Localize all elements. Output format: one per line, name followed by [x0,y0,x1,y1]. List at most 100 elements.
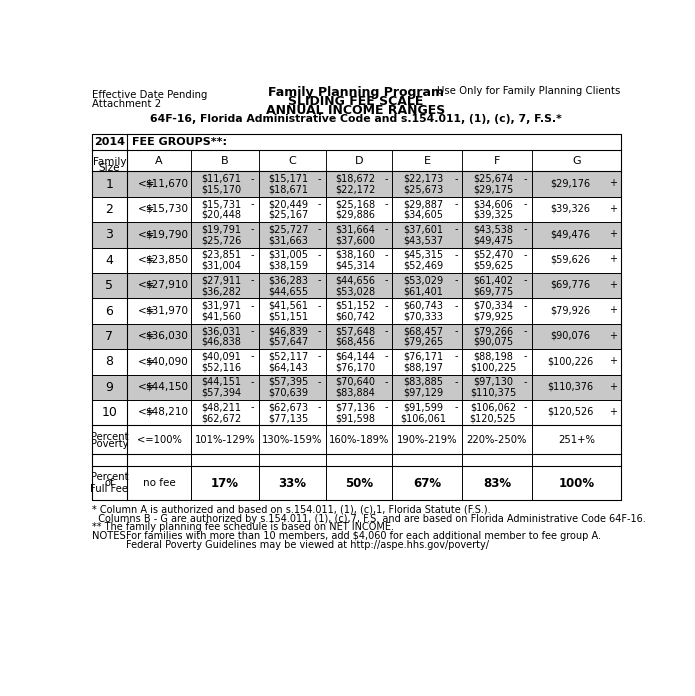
Text: 130%-159%: 130%-159% [262,434,322,445]
Bar [92,299,127,324]
Text: $36,283: $36,283 [268,275,309,285]
Bar [259,197,325,222]
Text: $106,062: $106,062 [470,402,516,412]
Bar [462,400,532,425]
Text: $36,282: $36,282 [201,286,241,296]
Text: $52,469: $52,469 [403,260,443,271]
Text: 9: 9 [106,381,113,394]
Text: E: E [423,155,431,166]
Text: $15,730: $15,730 [145,204,188,214]
Bar [127,197,190,222]
Bar [190,273,259,299]
Text: -: - [524,250,528,260]
Text: $76,171: $76,171 [403,351,443,361]
Text: $31,663: $31,663 [268,235,309,245]
Bar [92,222,127,248]
Bar [190,324,259,349]
Text: 50%: 50% [345,477,373,490]
Text: $52,117: $52,117 [268,351,309,361]
Text: -: - [454,173,457,184]
Text: $25,167: $25,167 [268,209,309,220]
Bar [92,171,127,197]
Text: -: - [454,402,457,412]
Text: $20,449: $20,449 [268,199,309,209]
Text: FEE GROUPS**:: FEE GROUPS**: [132,137,227,147]
Text: <=: <= [138,204,155,214]
Text: $62,672: $62,672 [201,413,241,423]
Text: $79,925: $79,925 [473,311,513,322]
Text: $29,887: $29,887 [403,199,443,209]
Text: $48,211: $48,211 [201,402,241,412]
Text: $51,151: $51,151 [268,311,309,322]
Text: -: - [318,351,321,361]
Text: -: - [384,377,388,387]
Text: Family: Family [92,157,126,167]
Text: +: + [609,204,617,214]
Text: 5: 5 [106,279,113,292]
Text: $23,850: $23,850 [145,255,188,264]
Text: $62,673: $62,673 [268,402,309,412]
Text: -: - [318,250,321,260]
Text: 83%: 83% [483,477,511,490]
Text: $23,851: $23,851 [201,250,241,260]
Bar [92,197,127,222]
Text: -: - [251,377,254,387]
Text: 2014: 2014 [94,137,125,147]
Text: $36,030: $36,030 [145,331,188,341]
Bar [325,273,392,299]
Text: $49,475: $49,475 [473,235,513,245]
Text: $77,135: $77,135 [268,413,309,423]
Bar [392,324,462,349]
Text: -: - [251,402,254,412]
Bar [392,454,462,466]
Text: $25,727: $25,727 [268,224,309,235]
Bar [127,324,190,349]
Text: Attachment 2: Attachment 2 [92,99,161,109]
Text: <=100%: <=100% [136,434,181,445]
Bar [532,248,621,273]
Bar [127,150,190,171]
Text: -: - [454,377,457,387]
Text: -: - [524,402,528,412]
Bar [325,400,392,425]
Text: $27,910: $27,910 [145,280,188,290]
Bar [127,299,190,324]
Text: -: - [318,326,321,336]
Text: $83,884: $83,884 [335,388,375,397]
Text: $76,170: $76,170 [335,362,375,372]
Text: $20,448: $20,448 [201,209,241,220]
Text: $91,598: $91,598 [335,413,375,423]
Text: G: G [572,155,580,166]
Bar [259,324,325,349]
Bar [190,222,259,248]
Text: $46,838: $46,838 [201,337,241,347]
Text: $61,402: $61,402 [473,275,513,285]
Text: $60,742: $60,742 [335,311,375,322]
Bar [190,349,259,374]
Text: $100,226: $100,226 [547,356,594,366]
Bar [259,400,325,425]
Text: $48,210: $48,210 [145,407,188,417]
Text: -: - [318,173,321,184]
Text: -: - [318,301,321,310]
Text: 8: 8 [106,356,113,368]
Bar [392,150,462,171]
Text: $59,625: $59,625 [473,260,513,271]
Text: -: - [524,173,528,184]
Text: 100%: 100% [558,477,594,490]
Text: -: - [454,199,457,209]
Bar [325,248,392,273]
Text: <=: <= [138,255,155,264]
Text: 17%: 17% [211,477,239,490]
Text: $68,457: $68,457 [403,326,443,336]
Text: $64,144: $64,144 [335,351,375,361]
Text: NOTES:: NOTES: [92,531,129,541]
Text: $88,198: $88,198 [473,351,513,361]
Text: <=: <= [138,280,155,290]
Text: $40,090: $40,090 [145,356,188,366]
Text: -: - [318,402,321,412]
Text: +: + [609,280,617,290]
Text: $36,031: $36,031 [201,326,241,336]
Text: B: B [221,155,229,166]
Bar [532,150,621,171]
